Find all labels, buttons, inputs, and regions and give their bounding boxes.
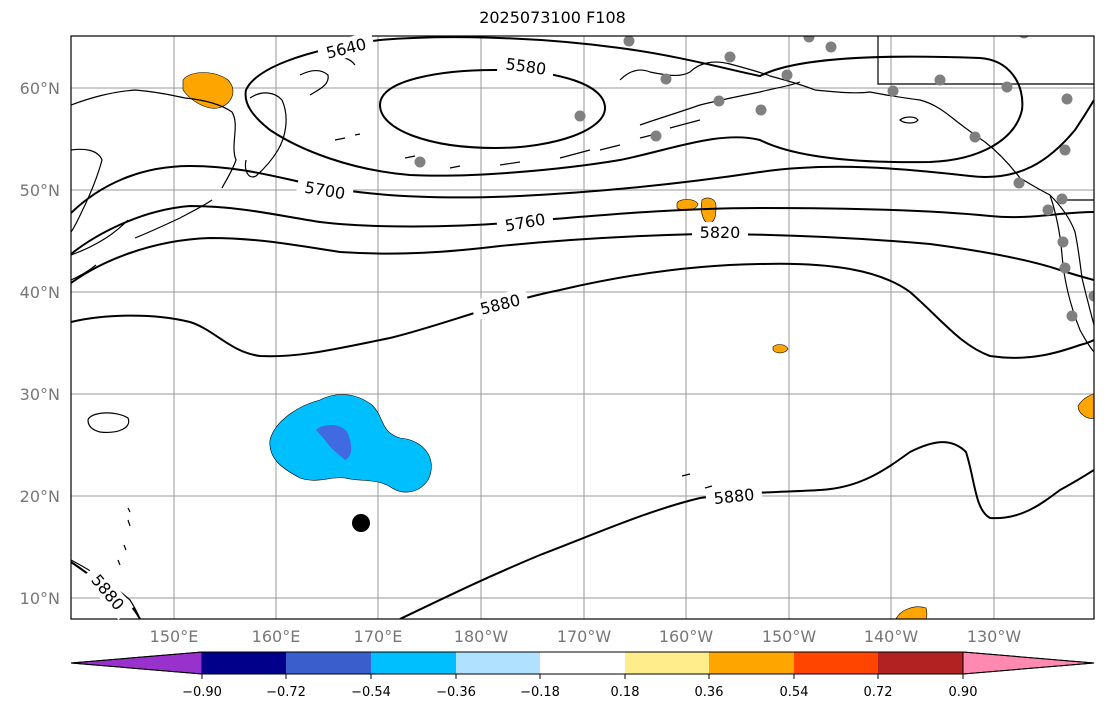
bc-coastline: [1019, 177, 1094, 326]
lon-label: 150°W: [762, 627, 817, 646]
colorbar-tick-label: 0.36: [695, 685, 724, 700]
lon-label: 130°W: [967, 627, 1022, 646]
contour-5880: [71, 262, 1094, 359]
station-dot: [934, 74, 946, 86]
station-dot: [650, 130, 662, 142]
colorbar-extend-low: [70, 651, 203, 675]
lon-label: 160°W: [659, 627, 714, 646]
station-dot: [825, 41, 837, 53]
station-dot: [1042, 204, 1054, 216]
colorbar-segment: [286, 652, 371, 674]
lat-label: 50°N: [20, 181, 60, 200]
station-dot: [1059, 144, 1071, 156]
colorbar-tick-label: −0.54: [351, 685, 391, 700]
colorbar-tick-label: 0.72: [864, 685, 893, 700]
station-dot: [1059, 262, 1071, 274]
colorbar: −0.90 −0.72 −0.54 −0.36 −0.18 0.18 0.36 …: [70, 651, 1095, 700]
colorbar-segment: [202, 652, 286, 674]
contour-5820: [71, 232, 1094, 284]
colorbar-extend-high: [962, 651, 1095, 675]
lat-label: 10°N: [20, 589, 60, 608]
contour-5700: [71, 99, 1094, 214]
small-island: [899, 116, 919, 124]
storm-center-marker: [352, 514, 370, 532]
station-dot: [755, 104, 767, 116]
station-markers: [414, 36, 1094, 322]
colorbar-tick-label: −0.36: [436, 685, 476, 700]
negative-anomaly-core: [316, 425, 352, 460]
colorbar-segment: [371, 652, 456, 674]
station-dot: [1001, 81, 1013, 93]
positive-anomaly-region: [772, 344, 789, 354]
station-dot: [724, 51, 736, 63]
colorbar-segment: [625, 652, 709, 674]
lon-label: 150°E: [150, 627, 199, 646]
station-dot: [1056, 193, 1068, 205]
contour-5880-south: [399, 441, 1094, 619]
colorbar-tick-marks: [201, 674, 964, 679]
alaska-peninsula-coastline: [639, 81, 801, 126]
lat-label: 30°N: [20, 385, 60, 404]
colorbar-tick-label: −0.18: [520, 685, 560, 700]
station-dot: [623, 36, 635, 47]
station-dot: [969, 131, 981, 143]
lat-label: 40°N: [20, 283, 60, 302]
station-dot: [660, 73, 672, 85]
latitude-labels: 60°N 50°N 40°N 30°N 20°N 10°N: [20, 79, 60, 608]
lon-label: 170°E: [354, 627, 403, 646]
colorbar-tick-label: −0.90: [182, 685, 222, 700]
lon-label: 140°W: [864, 627, 919, 646]
gridlines: [71, 36, 1094, 619]
small-island: [87, 412, 130, 433]
colorbar-segment: [709, 652, 794, 674]
colorbar-segment: [456, 652, 540, 674]
colorbar-tick-label: 0.54: [780, 685, 809, 700]
colorbar-segment: [540, 652, 625, 674]
station-dot: [713, 95, 725, 107]
station-dot: [574, 110, 586, 122]
station-dot: [1061, 93, 1073, 105]
colorbar-tick-label: −0.72: [266, 685, 306, 700]
colorbar-segment: [878, 652, 963, 674]
station-dot: [781, 69, 793, 81]
coastlines: [71, 36, 1094, 619]
colorbar-tick-label: 0.90: [949, 685, 978, 700]
colorbar-segment: [794, 652, 878, 674]
contour-label: 5820: [700, 223, 741, 242]
aleutian-islands: [334, 119, 701, 169]
canada-border: [877, 36, 1094, 201]
station-dot: [1088, 290, 1094, 302]
lon-label: 170°W: [557, 627, 612, 646]
lat-label: 20°N: [20, 487, 60, 506]
kamchatka-coastline: [244, 92, 287, 178]
asia-coastline: [71, 89, 237, 189]
lon-label: 160°E: [252, 627, 301, 646]
contour-label: 5880: [713, 485, 755, 508]
asia-east-coastline: [71, 148, 103, 233]
station-dot: [1066, 310, 1078, 322]
station-dot: [887, 85, 899, 97]
lon-label: 180°W: [454, 627, 509, 646]
north-america-west-coast: [1049, 194, 1094, 353]
positive-anomaly-region: [700, 197, 717, 225]
station-dot: [803, 36, 815, 43]
contour-5580: [378, 68, 607, 150]
positive-anomaly-region: [1077, 393, 1094, 419]
station-dot: [1013, 177, 1025, 189]
map-frame: [70, 35, 1095, 620]
kuril-islands: [134, 199, 213, 239]
map-title: 2025073100 F108: [479, 8, 626, 27]
lat-label: 60°N: [20, 79, 60, 98]
colorbar-tick-label: 0.18: [611, 685, 640, 700]
map-plot-area: [71, 36, 1094, 619]
station-dot: [1019, 36, 1029, 39]
longitude-labels: 150°E 160°E 170°E 180°W 170°W 160°W 150°…: [150, 627, 1022, 646]
mariana-islands: [117, 507, 131, 566]
contour-5640: [244, 36, 1024, 177]
alaska-coastline: [619, 61, 1021, 179]
station-dot: [414, 156, 426, 168]
station-dot: [1057, 236, 1069, 248]
